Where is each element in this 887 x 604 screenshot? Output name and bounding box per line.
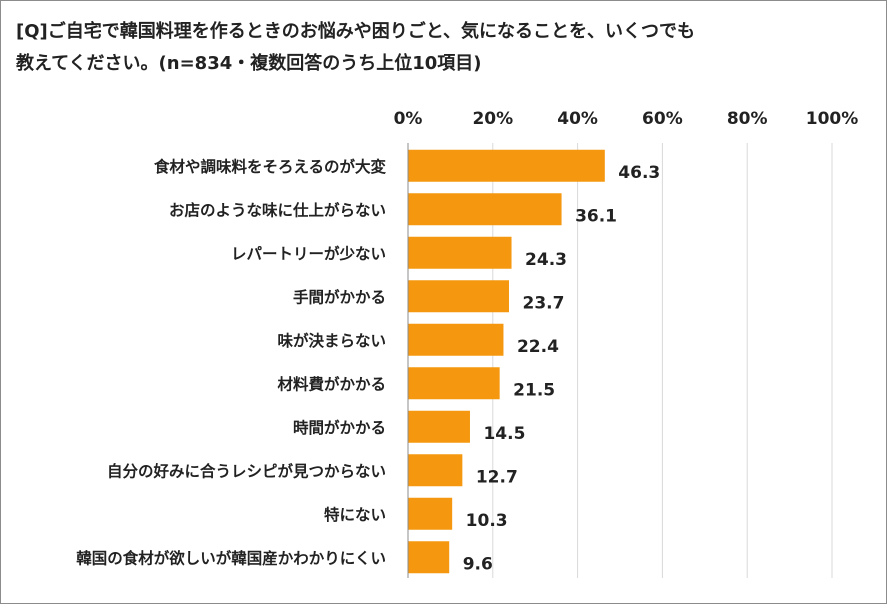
x-tick-label: 100%	[806, 109, 859, 129]
bar	[408, 280, 509, 313]
value-label: 9.6	[463, 554, 493, 574]
bar	[408, 193, 562, 226]
x-tick-label: 20%	[472, 109, 513, 129]
category-label: 自分の好みに合うレシピが見つからない	[107, 461, 386, 480]
bar	[408, 497, 453, 530]
category-label: 時間がかかる	[293, 418, 386, 437]
bar	[408, 541, 450, 574]
value-label: 46.3	[618, 163, 660, 183]
category-label: お店のような味に仕上がらない	[169, 200, 386, 219]
bar	[408, 367, 500, 400]
value-label: 36.1	[575, 206, 617, 226]
bar	[408, 454, 463, 487]
x-tick-label: 0%	[394, 109, 423, 129]
bar	[408, 149, 605, 182]
bar	[408, 410, 470, 443]
category-label: レパートリーが少ない	[231, 244, 386, 263]
value-label: 12.7	[476, 467, 518, 487]
value-label: 24.3	[525, 250, 567, 270]
x-tick-label: 80%	[727, 109, 768, 129]
x-tick-label: 60%	[642, 109, 683, 129]
category-label: 材料費がかかる	[277, 374, 386, 393]
bar	[408, 236, 512, 269]
value-label: 22.4	[517, 337, 559, 357]
category-label: 特にない	[324, 505, 386, 524]
value-label: 21.5	[513, 380, 555, 400]
bar	[408, 323, 504, 356]
chart-title: [Q]ご自宅で韓国料理を作るときのお悩みや困りごと、気になることを、いくつでも教…	[16, 21, 696, 74]
value-label: 23.7	[522, 293, 564, 313]
category-label: 食材や調味料をそろえるのが大変	[153, 157, 387, 176]
x-tick-label: 40%	[557, 109, 598, 129]
value-label: 14.5	[483, 424, 525, 444]
value-label: 10.3	[466, 511, 508, 531]
category-label: 韓国の食材が欲しいが韓国産かわかりにくい	[76, 548, 386, 567]
category-label: 手間がかかる	[293, 287, 386, 306]
category-label: 味が決まらない	[277, 331, 386, 350]
